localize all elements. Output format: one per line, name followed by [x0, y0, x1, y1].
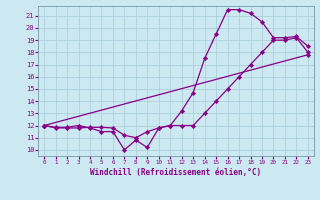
X-axis label: Windchill (Refroidissement éolien,°C): Windchill (Refroidissement éolien,°C): [91, 168, 261, 177]
